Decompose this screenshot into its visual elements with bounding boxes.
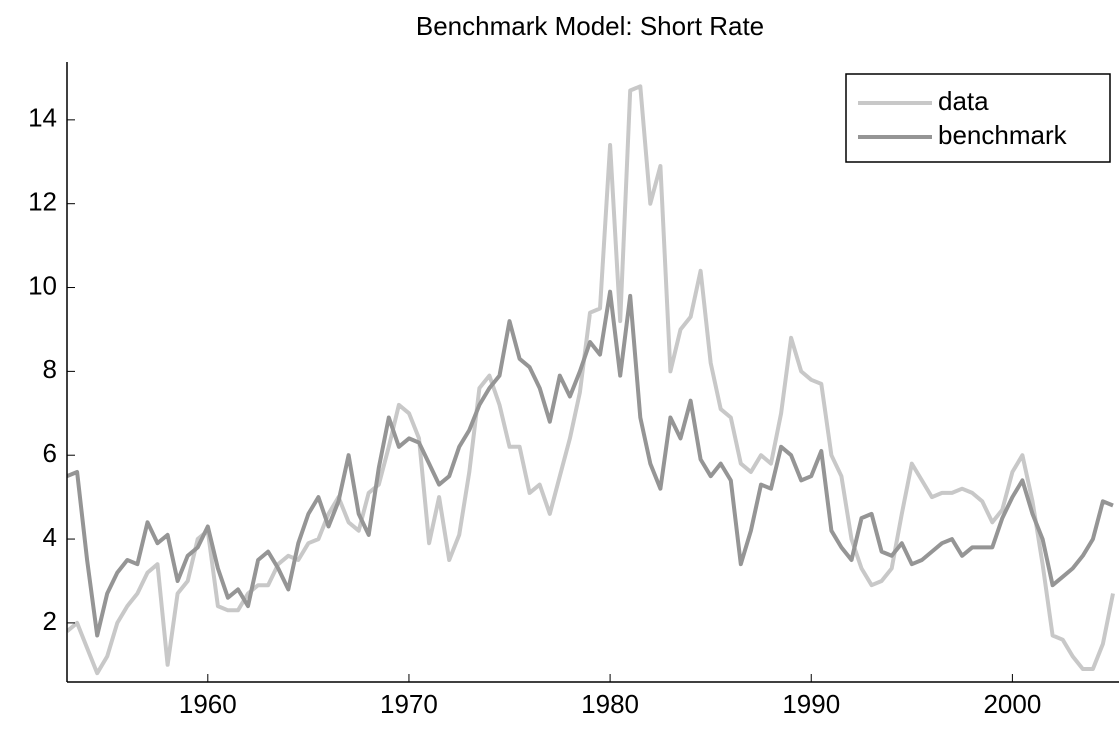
y-tick-label: 4 <box>43 522 57 552</box>
y-tick-label: 8 <box>43 354 57 384</box>
legend-box <box>845 73 1111 163</box>
legend-label: benchmark <box>938 120 1068 150</box>
plot-area <box>67 84 1115 676</box>
chart-title: Benchmark Model: Short Rate <box>416 11 764 41</box>
x-tick-label: 1960 <box>179 689 237 719</box>
y-tick-label: 12 <box>28 187 57 217</box>
series-line <box>67 289 1114 638</box>
y-tick-label: 14 <box>28 103 57 133</box>
x-tick-label: 2000 <box>983 689 1041 719</box>
series-line <box>67 84 1115 676</box>
x-tick-label: 1980 <box>581 689 639 719</box>
y-tick-label: 2 <box>43 606 57 636</box>
y-tick-label: 10 <box>28 270 57 300</box>
x-tick-label: 1990 <box>782 689 840 719</box>
legend-label: data <box>938 86 989 116</box>
y-tick-label: 6 <box>43 438 57 468</box>
x-tick-label: 1970 <box>380 689 438 719</box>
